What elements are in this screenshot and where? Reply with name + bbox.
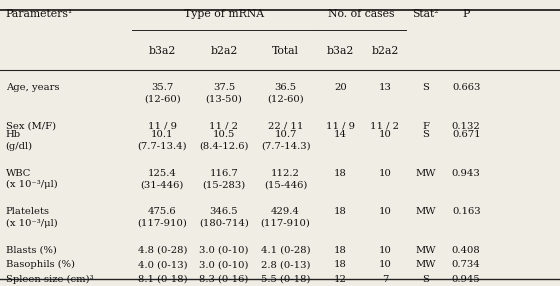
Text: Basophils (%): Basophils (%): [6, 260, 74, 269]
Text: 18: 18: [334, 207, 347, 216]
Text: 10: 10: [379, 130, 391, 139]
Text: b2a2: b2a2: [211, 46, 237, 56]
Text: 11 / 2: 11 / 2: [209, 122, 239, 130]
Text: MW: MW: [416, 260, 436, 269]
Text: 0.671: 0.671: [452, 130, 480, 139]
Text: 10.1
(7.7-13.4): 10.1 (7.7-13.4): [138, 130, 187, 151]
Text: 0.945: 0.945: [452, 275, 480, 283]
Text: Parameters¹: Parameters¹: [6, 9, 73, 19]
Text: 8.1 (0-18): 8.1 (0-18): [138, 275, 187, 283]
Text: 0.734: 0.734: [452, 260, 480, 269]
Text: 10: 10: [379, 207, 391, 216]
Text: Total: Total: [272, 46, 299, 56]
Text: Platelets
(x 10⁻³/μl): Platelets (x 10⁻³/μl): [6, 207, 57, 228]
Text: 11 / 9: 11 / 9: [148, 122, 177, 130]
Text: S: S: [422, 83, 429, 92]
Text: MW: MW: [416, 169, 436, 178]
Text: S: S: [422, 275, 429, 283]
Text: WBC
(x 10⁻³/μl): WBC (x 10⁻³/μl): [6, 169, 57, 189]
Text: 10.7
(7.7-14.3): 10.7 (7.7-14.3): [261, 130, 310, 151]
Text: 0.163: 0.163: [452, 207, 480, 216]
Text: 10: 10: [379, 169, 391, 178]
Text: P: P: [463, 9, 470, 19]
Text: 475.6
(117-910): 475.6 (117-910): [137, 207, 188, 228]
Text: 0.132: 0.132: [452, 122, 480, 130]
Text: 0.663: 0.663: [452, 83, 480, 92]
Text: 18: 18: [334, 169, 347, 178]
Text: 5.5 (0-18): 5.5 (0-18): [261, 275, 310, 283]
Text: 14: 14: [334, 130, 347, 139]
Text: 20: 20: [334, 83, 347, 92]
Text: 12: 12: [334, 275, 347, 283]
Text: 0.408: 0.408: [452, 246, 480, 255]
Text: 3.0 (0-10): 3.0 (0-10): [199, 260, 249, 269]
Text: 3.0 (0-10): 3.0 (0-10): [199, 246, 249, 255]
Text: 36.5
(12-60): 36.5 (12-60): [267, 83, 304, 104]
Text: 37.5
(13-50): 37.5 (13-50): [206, 83, 242, 104]
Text: F: F: [422, 122, 429, 130]
Text: 35.7
(12-60): 35.7 (12-60): [144, 83, 181, 104]
Text: 429.4
(117-910): 429.4 (117-910): [260, 207, 311, 228]
Text: 8.3 (0-16): 8.3 (0-16): [199, 275, 249, 283]
Text: 13: 13: [379, 83, 391, 92]
Text: 346.5
(180-714): 346.5 (180-714): [199, 207, 249, 228]
Text: b2a2: b2a2: [371, 46, 399, 56]
Text: 18: 18: [334, 260, 347, 269]
Text: 18: 18: [334, 246, 347, 255]
Text: 2.8 (0-13): 2.8 (0-13): [261, 260, 310, 269]
Text: 116.7
(15-283): 116.7 (15-283): [202, 169, 246, 189]
Text: 10: 10: [379, 260, 391, 269]
Text: Age, years: Age, years: [6, 83, 59, 92]
Text: 10: 10: [379, 246, 391, 255]
Text: No. of cases: No. of cases: [328, 9, 394, 19]
Text: MW: MW: [416, 207, 436, 216]
Text: 22 / 11: 22 / 11: [268, 122, 304, 130]
Text: Sex (M/F): Sex (M/F): [6, 122, 56, 130]
Text: Spleen size (cm)³: Spleen size (cm)³: [6, 275, 93, 284]
Text: Hb
(g/dl): Hb (g/dl): [6, 130, 32, 151]
Text: 4.8 (0-28): 4.8 (0-28): [138, 246, 187, 255]
Text: Stat²: Stat²: [412, 9, 439, 19]
Text: 11 / 2: 11 / 2: [371, 122, 399, 130]
Text: 7: 7: [382, 275, 388, 283]
Text: 112.2
(15-446): 112.2 (15-446): [264, 169, 307, 189]
Text: 0.943: 0.943: [452, 169, 480, 178]
Text: 11 / 9: 11 / 9: [326, 122, 354, 130]
Text: 125.4
(31-446): 125.4 (31-446): [141, 169, 184, 189]
Text: 10.5
(8.4-12.6): 10.5 (8.4-12.6): [199, 130, 249, 151]
Text: S: S: [422, 130, 429, 139]
Text: Blasts (%): Blasts (%): [6, 246, 57, 255]
Text: 4.0 (0-13): 4.0 (0-13): [138, 260, 187, 269]
Text: b3a2: b3a2: [149, 46, 176, 56]
Text: MW: MW: [416, 246, 436, 255]
Text: Type of mRNA: Type of mRNA: [184, 9, 264, 19]
Text: 4.1 (0-28): 4.1 (0-28): [261, 246, 310, 255]
Text: b3a2: b3a2: [326, 46, 354, 56]
